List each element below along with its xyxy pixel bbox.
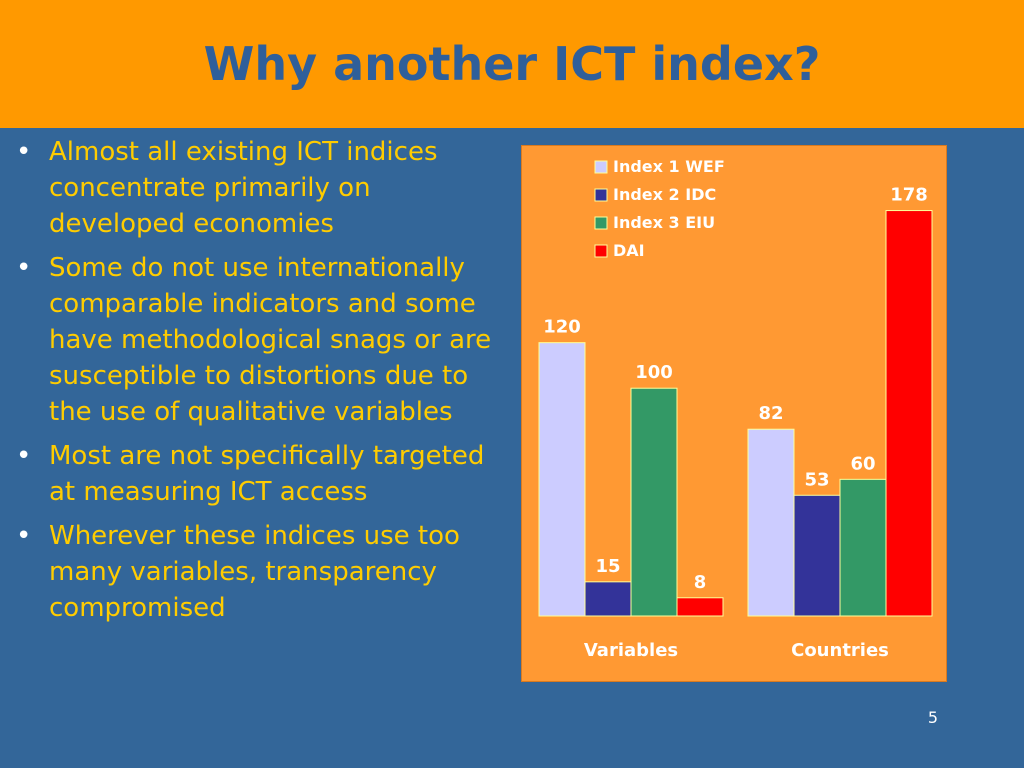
bullet-dot: • <box>16 441 32 471</box>
bullet-item: • Wherever these indices use too many var… <box>12 518 504 626</box>
bullet-text: Most are not specifically targeted at me… <box>49 441 485 507</box>
data-label: 120 <box>543 317 581 338</box>
bullet-dot: • <box>16 137 32 167</box>
bullet-text: Almost all existing ICT indices concentr… <box>49 137 438 239</box>
bar-index-1-wef-variables <box>538 342 586 617</box>
bar-index-1-wef-countries <box>747 428 795 617</box>
bar-index-2-idc-variables <box>584 581 632 617</box>
data-label: 100 <box>635 362 673 383</box>
bar-dai-countries <box>885 210 933 617</box>
category-label: Countries <box>791 640 889 661</box>
legend-label: Index 1 WEF <box>613 157 725 176</box>
legend-label: DAI <box>613 241 645 260</box>
legend-label: Index 3 EIU <box>613 213 715 232</box>
legend-swatch <box>594 160 608 174</box>
legend-swatch <box>594 216 608 230</box>
title-bar: Why another ICT index? <box>0 0 1024 128</box>
slide-number: 5 <box>927 708 938 727</box>
slide-title: Why another ICT index? <box>203 37 821 91</box>
bullet-dot: • <box>16 253 32 283</box>
data-label: 53 <box>804 469 829 490</box>
data-label: 15 <box>595 556 620 577</box>
bullet-text: Wherever these indices use too many vari… <box>49 521 460 623</box>
legend-swatch <box>594 188 608 202</box>
bar-index-2-idc-countries <box>793 494 841 617</box>
data-label: 82 <box>758 403 783 424</box>
legend-swatch <box>594 244 608 258</box>
data-label: 8 <box>694 572 707 593</box>
legend-label: Index 2 IDC <box>613 185 716 204</box>
bar-index-3-eiu-variables <box>630 387 678 617</box>
bar-index-3-eiu-countries <box>839 478 887 617</box>
bullet-text: Some do not use internationally comparab… <box>49 253 492 427</box>
bullet-item: • Most are not specifically targeted at m… <box>12 438 504 510</box>
category-label: Variables <box>584 640 678 661</box>
bullet-list: • Almost all existing ICT indices concent… <box>12 134 504 634</box>
data-label: 60 <box>850 453 875 474</box>
data-label: 178 <box>890 185 928 206</box>
bullet-item: • Some do not use internationally compara… <box>12 250 504 430</box>
chart-panel: 120 15 100 8 Variables 82 53 60 178 Countries Inde… <box>521 145 947 682</box>
bullet-dot: • <box>16 521 32 551</box>
bar-dai-variables <box>676 597 724 617</box>
bar-chart: 120 15 100 8 Variables 82 53 60 178 Countries Inde… <box>538 157 933 661</box>
bullet-item: • Almost all existing ICT indices concent… <box>12 134 504 242</box>
